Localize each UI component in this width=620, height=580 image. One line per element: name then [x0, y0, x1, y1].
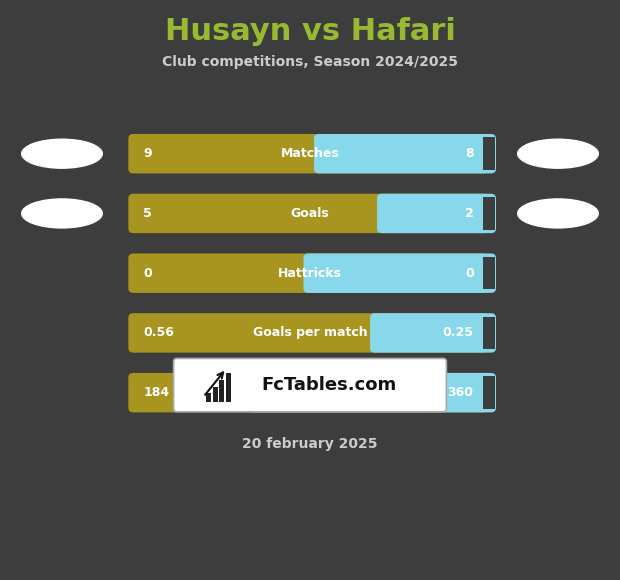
- Text: 20 february 2025: 20 february 2025: [242, 437, 378, 451]
- FancyBboxPatch shape: [377, 194, 496, 233]
- Ellipse shape: [22, 199, 102, 228]
- Text: 0: 0: [465, 267, 474, 280]
- Text: 0.56: 0.56: [143, 327, 174, 339]
- Bar: [213, 387, 218, 402]
- FancyBboxPatch shape: [370, 313, 496, 353]
- Ellipse shape: [518, 199, 598, 228]
- FancyBboxPatch shape: [483, 257, 495, 289]
- Ellipse shape: [22, 139, 102, 168]
- Text: Goals per match: Goals per match: [253, 327, 367, 339]
- FancyBboxPatch shape: [483, 137, 495, 170]
- FancyBboxPatch shape: [128, 194, 489, 233]
- FancyBboxPatch shape: [483, 376, 495, 409]
- Ellipse shape: [518, 139, 598, 168]
- Text: Goals: Goals: [291, 207, 329, 220]
- Text: 184: 184: [143, 386, 169, 399]
- FancyBboxPatch shape: [128, 253, 489, 293]
- FancyBboxPatch shape: [303, 253, 496, 293]
- Text: 0: 0: [143, 267, 152, 280]
- FancyBboxPatch shape: [483, 197, 495, 230]
- Text: Husayn vs Hafari: Husayn vs Hafari: [164, 17, 456, 46]
- FancyBboxPatch shape: [128, 373, 489, 412]
- Text: Matches: Matches: [281, 147, 339, 160]
- Text: 8: 8: [465, 147, 474, 160]
- Text: 9: 9: [143, 147, 152, 160]
- Text: Min per goal: Min per goal: [266, 386, 354, 399]
- FancyBboxPatch shape: [314, 134, 496, 173]
- Bar: [206, 393, 211, 402]
- Text: 0.25: 0.25: [443, 327, 474, 339]
- Text: FcTables.com: FcTables.com: [261, 376, 396, 394]
- FancyBboxPatch shape: [128, 313, 489, 353]
- Text: 2: 2: [465, 207, 474, 220]
- FancyBboxPatch shape: [174, 358, 446, 412]
- Text: Club competitions, Season 2024/2025: Club competitions, Season 2024/2025: [162, 55, 458, 69]
- FancyBboxPatch shape: [483, 317, 495, 349]
- FancyBboxPatch shape: [247, 373, 496, 412]
- Bar: [226, 373, 231, 402]
- Bar: [219, 380, 224, 402]
- FancyBboxPatch shape: [128, 134, 489, 173]
- Text: 360: 360: [448, 386, 474, 399]
- Text: 5: 5: [143, 207, 152, 220]
- Text: Hattricks: Hattricks: [278, 267, 342, 280]
